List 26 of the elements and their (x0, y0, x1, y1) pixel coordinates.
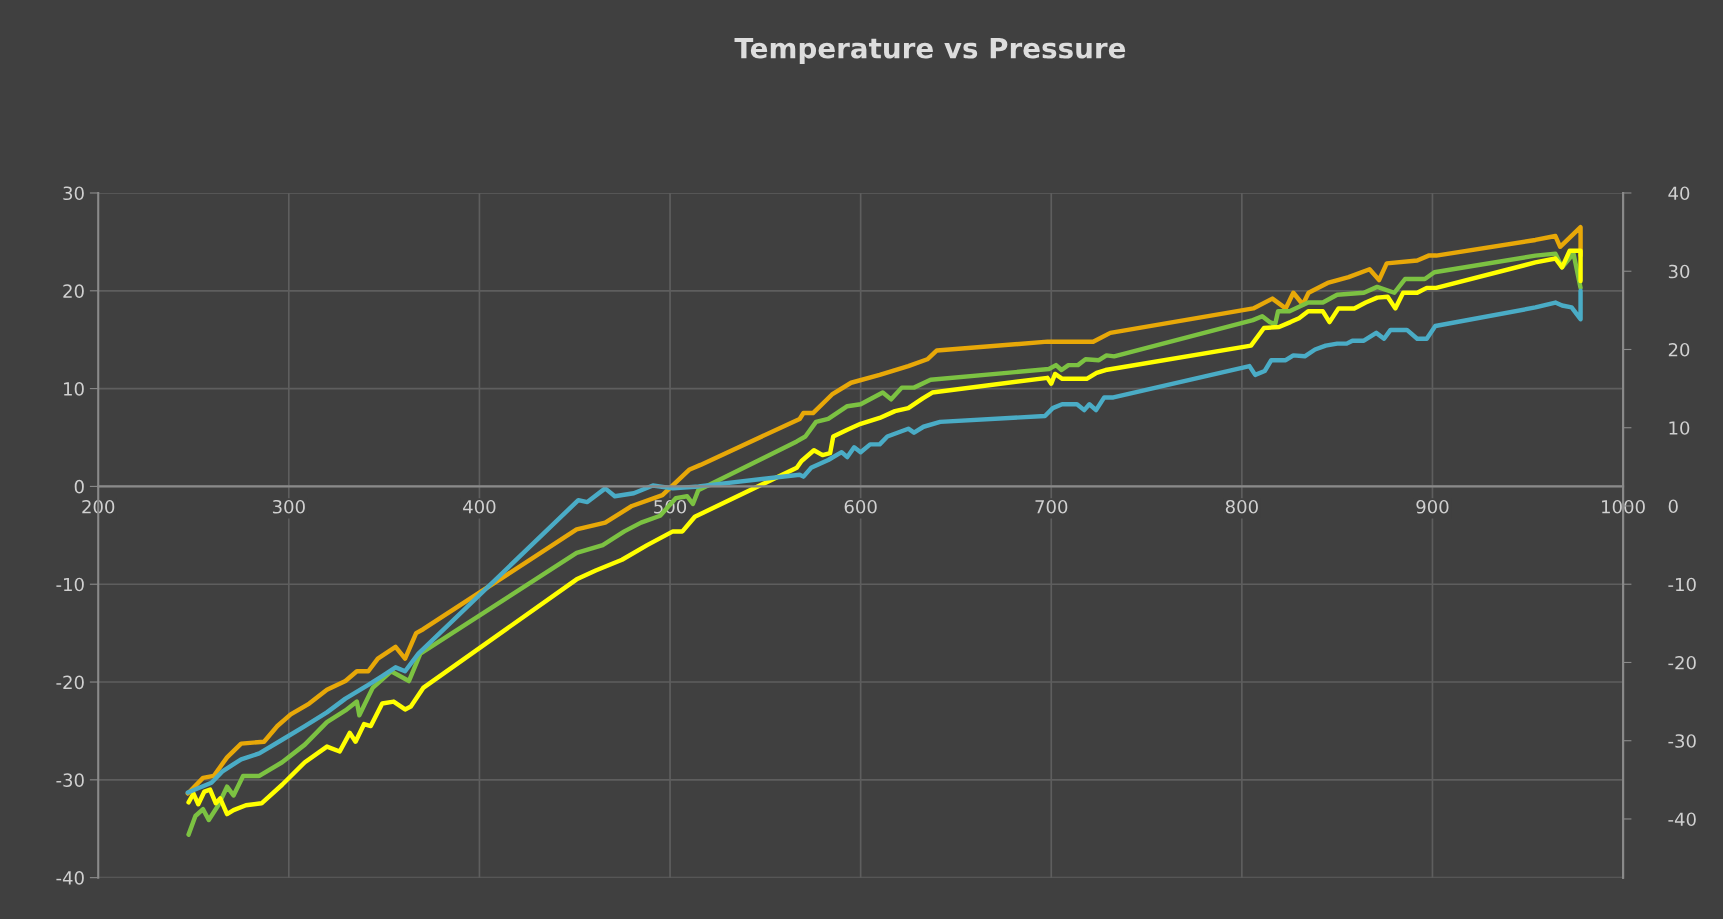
y2-tick-label: 30 (1668, 264, 1690, 279)
x-tick-label: 1000 (1602, 499, 1645, 514)
y-tick-label: -30 (56, 773, 84, 787)
y2-tick-label: -40 (1668, 812, 1696, 827)
x-tick-label: 200 (82, 499, 115, 514)
y2-tick-label: 20 (1668, 342, 1690, 357)
x-tick-label: 400 (463, 499, 496, 514)
y-tick-label: -10 (56, 577, 84, 592)
y2-tick-label: 10 (1669, 421, 1690, 435)
y2-tick-label: 0 (1668, 499, 1678, 514)
y-tick-label: 0 (74, 479, 84, 494)
y2-tick-label: -20 (1668, 655, 1696, 670)
x-tick-label: 800 (1225, 499, 1258, 514)
x-tick-label: 600 (844, 499, 877, 514)
x-tick-label: 700 (1035, 499, 1068, 514)
x-tick-label: 300 (272, 499, 305, 514)
y-tick-label: 30 (63, 186, 84, 201)
x-tick-label: 900 (1416, 499, 1449, 514)
chart-title: Temperature vs Pressure (734, 37, 1126, 64)
y-tick-label: -40 (56, 871, 84, 885)
y-tick-label: 10 (64, 382, 84, 396)
y2-tick-label: -10 (1668, 577, 1696, 592)
y2-tick-label: 40 (1668, 186, 1690, 201)
y-tick-label: 20 (63, 284, 84, 298)
y2-tick-label: -30 (1668, 734, 1696, 748)
y-tick-label: -20 (56, 675, 84, 690)
